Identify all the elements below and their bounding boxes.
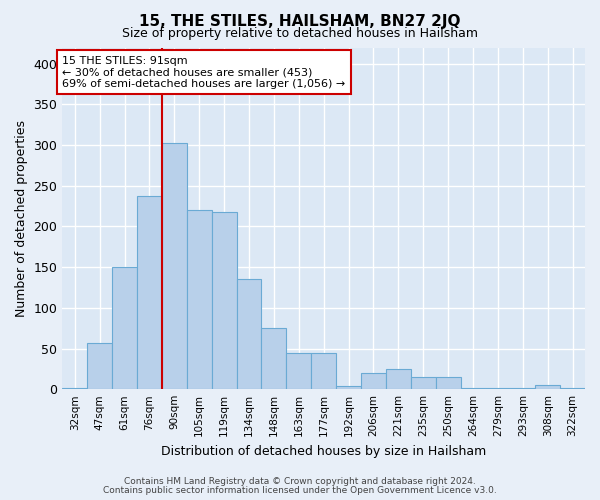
Bar bbox=[411, 377, 436, 389]
Text: 15, THE STILES, HAILSHAM, BN27 2JQ: 15, THE STILES, HAILSHAM, BN27 2JQ bbox=[139, 14, 461, 29]
Bar bbox=[386, 369, 411, 389]
Bar bbox=[485, 388, 511, 389]
Bar bbox=[137, 196, 162, 389]
Bar bbox=[311, 352, 336, 389]
Text: Contains HM Land Registry data © Crown copyright and database right 2024.: Contains HM Land Registry data © Crown c… bbox=[124, 477, 476, 486]
Bar bbox=[336, 386, 361, 389]
Bar bbox=[112, 267, 137, 389]
Bar bbox=[212, 212, 236, 389]
Bar bbox=[461, 388, 485, 389]
Bar bbox=[87, 343, 112, 389]
Bar bbox=[361, 373, 386, 389]
Bar bbox=[62, 388, 87, 389]
Text: 15 THE STILES: 91sqm
← 30% of detached houses are smaller (453)
69% of semi-deta: 15 THE STILES: 91sqm ← 30% of detached h… bbox=[62, 56, 346, 89]
Bar bbox=[535, 385, 560, 389]
Bar bbox=[236, 280, 262, 389]
Bar bbox=[286, 352, 311, 389]
Bar bbox=[262, 328, 286, 389]
Text: Size of property relative to detached houses in Hailsham: Size of property relative to detached ho… bbox=[122, 28, 478, 40]
Bar bbox=[436, 377, 461, 389]
Text: Contains public sector information licensed under the Open Government Licence v3: Contains public sector information licen… bbox=[103, 486, 497, 495]
Bar bbox=[187, 210, 212, 389]
X-axis label: Distribution of detached houses by size in Hailsham: Distribution of detached houses by size … bbox=[161, 444, 486, 458]
Y-axis label: Number of detached properties: Number of detached properties bbox=[15, 120, 28, 317]
Bar bbox=[162, 142, 187, 389]
Bar bbox=[560, 388, 585, 389]
Bar bbox=[511, 388, 535, 389]
